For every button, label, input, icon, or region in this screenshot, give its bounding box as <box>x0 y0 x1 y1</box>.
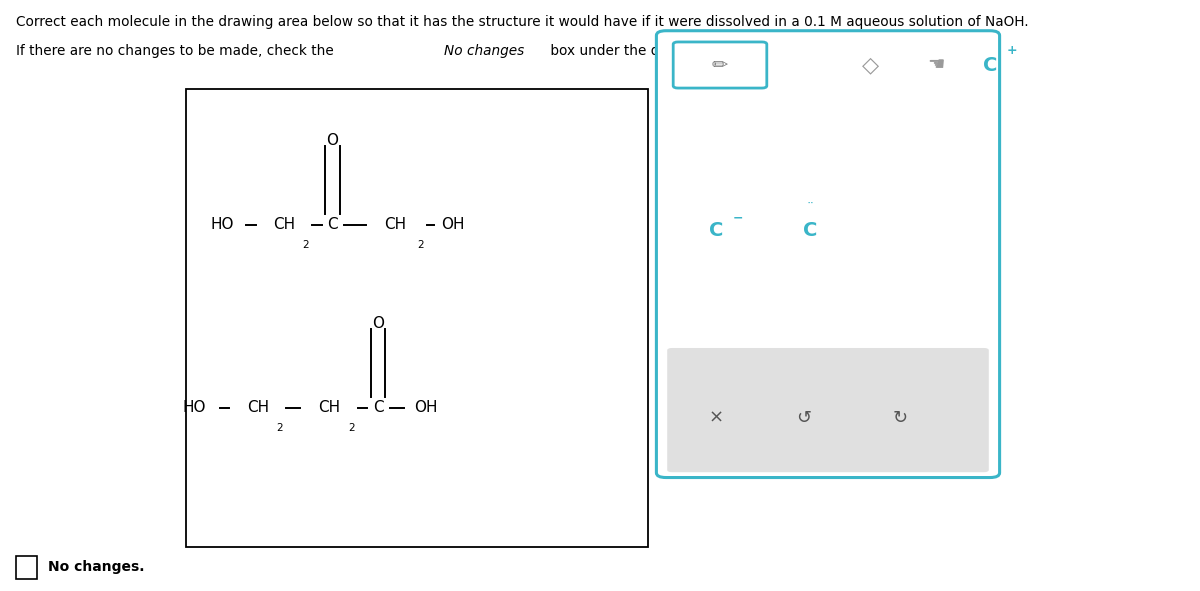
Text: O: O <box>372 316 384 331</box>
Text: No changes.: No changes. <box>48 560 144 574</box>
Text: CH: CH <box>384 217 406 232</box>
Bar <box>186 89 648 547</box>
Text: If there are no changes to be made, check the: If there are no changes to be made, chec… <box>16 44 337 59</box>
Text: 2: 2 <box>418 241 425 250</box>
Text: HO: HO <box>182 400 206 415</box>
Text: ↺: ↺ <box>797 409 811 427</box>
Text: CH: CH <box>318 400 340 415</box>
FancyBboxPatch shape <box>667 348 989 472</box>
Text: +: + <box>1007 44 1016 57</box>
Text: ↻: ↻ <box>893 409 907 427</box>
Text: ✏: ✏ <box>712 56 728 74</box>
Text: ☚: ☚ <box>928 56 944 74</box>
FancyBboxPatch shape <box>673 42 767 88</box>
Text: O: O <box>326 132 338 148</box>
Text: −: − <box>733 211 743 224</box>
Text: OH: OH <box>442 217 466 232</box>
Text: C: C <box>983 56 997 74</box>
Text: 2: 2 <box>302 241 310 250</box>
Text: ◇: ◇ <box>862 55 878 75</box>
Text: ¨: ¨ <box>806 203 814 217</box>
Text: 2: 2 <box>276 424 283 433</box>
Text: C: C <box>709 221 724 240</box>
Text: box under the drawing area.: box under the drawing area. <box>546 44 745 59</box>
Text: OH: OH <box>414 400 438 415</box>
Text: C: C <box>373 400 383 415</box>
Text: C: C <box>328 217 337 232</box>
Text: CH: CH <box>247 400 269 415</box>
Bar <box>16 556 37 579</box>
Text: No changes: No changes <box>444 44 524 59</box>
FancyBboxPatch shape <box>656 31 1000 478</box>
Text: ×: × <box>709 409 724 427</box>
Text: HO: HO <box>210 217 234 232</box>
Text: CH: CH <box>274 217 295 232</box>
Text: C: C <box>803 221 817 240</box>
Text: 2: 2 <box>348 424 355 433</box>
Text: Correct each molecule in the drawing area below so that it has the structure it : Correct each molecule in the drawing are… <box>16 15 1028 29</box>
